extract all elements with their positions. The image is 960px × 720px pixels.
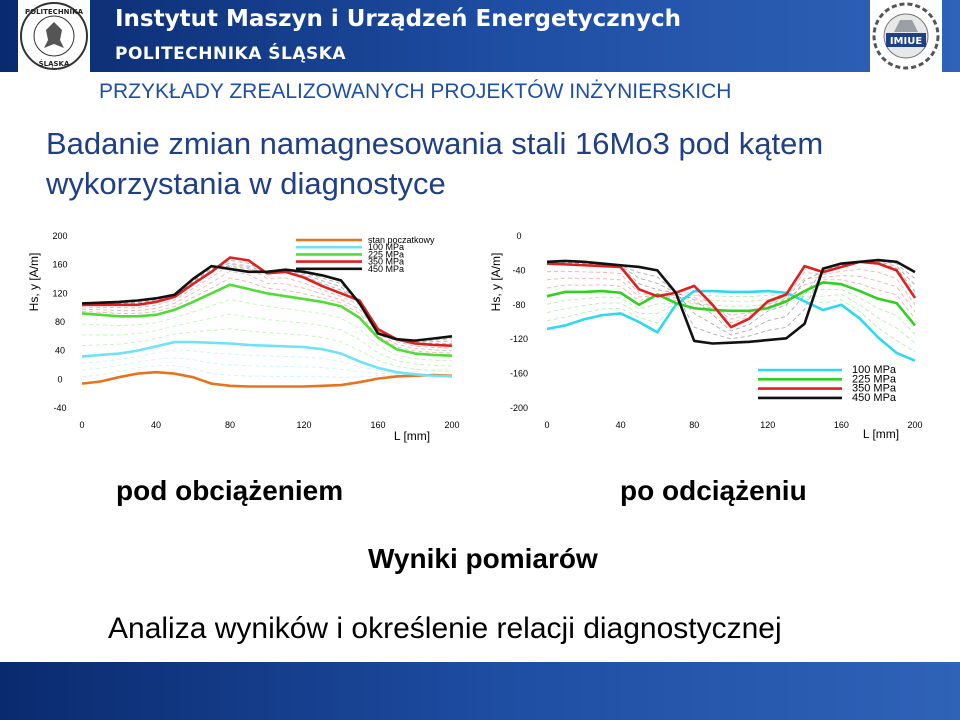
c1-series-line-225-mpa — [81, 283, 453, 357]
c1-intermediate-curve — [81, 349, 453, 377]
c1-x-tick-label: 0 — [79, 420, 84, 430]
c2-y-tick-label: -40 — [512, 265, 525, 275]
chart-after-unload: Hs, y [A/m] 0 -40 -80 -120 -160 -200 0 40 80 120 16… — [489, 231, 923, 441]
c1-x-tick-label: 120 — [296, 420, 311, 430]
c2-x-tick-label: 40 — [616, 420, 626, 430]
subheader-text: PRZYKŁADY ZREALIZOWANYCH PROJEKTÓW INŻYN… — [99, 80, 732, 103]
header-banner: POLITECHNIKA ŚLĄSKA Instytut Maszyn i Ur… — [0, 0, 960, 72]
c2-y-tick-label: -80 — [512, 300, 525, 310]
c1-intermediate-curve — [81, 262, 453, 343]
c1-intermediate-curve — [81, 365, 453, 378]
imiue-logo: IMIUE — [870, 0, 942, 72]
c1-y-tick-label: 200 — [52, 231, 67, 241]
c2-series-line-450-mpa — [546, 258, 916, 345]
c1-legend-label: 225 MPa — [368, 249, 404, 259]
chart-under-load: Hs, y [A/m] 200 160 120 80 40 0 -40 0 40 80 120 160 2… — [27, 231, 460, 443]
c2-x-tick-label: 0 — [544, 420, 549, 430]
c1-x-axis-label: L [mm] — [394, 429, 430, 443]
c2-intermediate-curve — [547, 261, 916, 336]
c1-legend-label: 100 MPa — [368, 242, 404, 252]
c2-y-tick-label: -160 — [510, 369, 528, 379]
c1-y-tick-label: 120 — [52, 288, 67, 298]
c2-y-tick-label: 0 — [516, 231, 521, 241]
c2-legend-label: 225 MPa — [852, 373, 897, 385]
c2-x-tick-label: 120 — [760, 420, 775, 430]
c1-intermediate-curve — [81, 298, 453, 362]
c1-legend-label: 450 MPa — [368, 264, 404, 274]
caption-after-unload: po odciążeniu — [620, 475, 807, 506]
c1-y-axis-label: Hs, y [A/m] — [27, 253, 41, 312]
c2-series-line-100-mpa — [546, 289, 916, 362]
seal-text-top: POLITECHNIKA — [25, 8, 84, 16]
c1-intermediate-curve — [81, 357, 453, 377]
c2-series-line-225-mpa — [546, 281, 917, 327]
page-title: Badanie zmian namagnesowania stali 16Mo3… — [46, 126, 824, 201]
caption-under-load: pod obciążeniem — [116, 475, 344, 506]
c2-x-tick-label: 160 — [834, 420, 849, 430]
university-name: POLITECHNIKA ŚLĄSKA — [115, 44, 347, 64]
c2-legend-label: 100 MPa — [852, 364, 897, 376]
c2-intermediate-curve — [546, 279, 916, 319]
c1-intermediate-curve — [81, 270, 453, 352]
c1-legend-label: 350 MPa — [368, 257, 404, 267]
c1-intermediate-curve — [81, 328, 453, 372]
c1-series-line-stan-poczatkowy — [81, 370, 453, 388]
c1-series-line-450-mpa — [81, 264, 453, 342]
c2-legend-label: 450 MPa — [852, 392, 897, 404]
c2-x-axis-label: L [mm] — [863, 427, 899, 441]
c1-y-tick-label: -40 — [53, 403, 66, 413]
c1-legend-label: stan poczatkowy — [368, 235, 435, 245]
c1-x-tick-label: 40 — [151, 420, 161, 430]
c1-x-tick-label: 160 — [370, 420, 385, 430]
c1-series-line-100-mpa — [81, 340, 453, 378]
caption-analysis: Analiza wyników i określenie relacji dia… — [108, 612, 782, 645]
c2-intermediate-curve — [546, 275, 916, 320]
c1-x-tick-label: 80 — [225, 420, 235, 430]
c2-intermediate-curve — [546, 261, 916, 332]
c2-y-axis-label: Hs, y [A/m] — [489, 253, 503, 312]
caption-results: Wyniki pomiarów — [368, 543, 598, 574]
c1-y-tick-label: 160 — [52, 260, 67, 270]
c1-x-tick-label: 200 — [444, 420, 459, 430]
seal-text-bottom: ŚLĄSKA — [39, 59, 70, 68]
c2-x-tick-label: 80 — [689, 420, 699, 430]
c1-y-tick-label: 80 — [55, 317, 65, 327]
university-seal-logo: POLITECHNIKA ŚLĄSKA — [18, 0, 90, 72]
c2-y-tick-label: -200 — [510, 403, 528, 413]
c1-series-line-350-mpa — [82, 256, 453, 347]
institute-title: Instytut Maszyn i Urządzeń Energetycznyc… — [115, 6, 681, 32]
c2-legend-label: 350 MPa — [852, 383, 897, 395]
c1-y-tick-label: 0 — [57, 374, 62, 384]
imiue-logo-text: IMIUE — [890, 36, 923, 47]
c2-y-tick-label: -120 — [510, 334, 528, 344]
c1-y-tick-label: 40 — [55, 346, 65, 356]
footer-banner — [0, 662, 960, 720]
c2-x-tick-label: 200 — [907, 420, 922, 430]
c2-intermediate-curve — [546, 294, 916, 344]
c2-intermediate-curve — [546, 294, 916, 353]
subheader-bar — [0, 72, 960, 116]
c2-intermediate-curve — [546, 268, 916, 324]
